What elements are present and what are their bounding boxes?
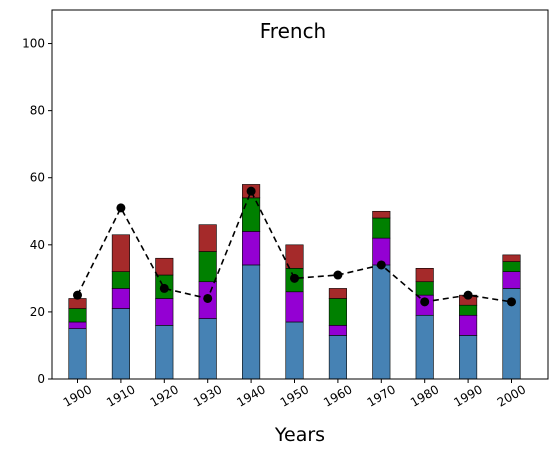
bar-segment [155,298,174,326]
y-axis: 0 20 40 60 80 100 [22,37,52,386]
x-tick-label: 2000 [495,382,528,409]
y-tick-label: 40 [30,238,45,252]
x-tick-label: 1930 [191,382,224,409]
bar-segment [372,217,391,239]
x-axis-label: Years [274,424,325,446]
bar-segment [111,308,130,380]
bar-segment [502,261,521,272]
bar-segment [459,314,478,336]
line-point [420,297,430,307]
bar-segment [372,210,391,219]
bar-segment [502,254,521,262]
bar-segment [415,314,434,380]
bar-segment [285,244,304,269]
plot-frame [51,9,549,380]
bar-segment [328,335,347,380]
chart-title: French [260,19,326,43]
bar-segment [372,264,391,380]
y-tick-label: 100 [22,37,45,51]
x-tick-label: 1910 [104,382,137,409]
bar-segment [111,271,130,289]
line-point [507,297,516,307]
bar-segment [198,318,217,380]
bar-segment [68,328,87,380]
bar-segment [198,224,217,252]
y-tick-label: 60 [30,171,45,185]
bar-segment [459,304,478,316]
line-point [159,283,169,293]
x-tick-label: 1940 [234,382,267,409]
bar-segment [242,231,261,266]
bar-segment [155,257,174,276]
x-axis: 1900 1910 1920 1930 1940 1950 1960 1970 1980 1990… [61,379,528,410]
bar-segment [415,267,434,283]
bar-segment [502,271,521,289]
line-point [463,290,473,300]
bar-segment [285,321,304,380]
bar-segment [285,291,304,323]
bar-segment [155,325,174,380]
line-point [73,290,82,300]
line-series-layer [73,186,516,307]
bar-segment [68,298,87,309]
x-tick-label: 1920 [148,382,181,409]
bar-segment [68,308,87,323]
bar-segment [459,335,478,380]
x-tick-label: 1950 [278,382,311,409]
x-tick-label: 1980 [408,382,441,409]
bar-segment [242,264,261,380]
bar-segment [111,288,130,309]
line-point [333,270,343,280]
x-tick-label: 1900 [61,382,94,409]
x-tick-label: 1990 [451,382,484,409]
bar-segment [328,298,347,326]
line-point [116,203,126,213]
bar-segment [111,234,130,272]
y-tick-label: 20 [30,305,45,319]
y-tick-label: 80 [30,104,45,118]
x-tick-label: 1970 [365,382,398,409]
bar-segment [328,288,347,299]
y-tick-label: 0 [37,372,45,386]
line-point [376,260,386,270]
line-point [290,273,299,283]
bar-segment [328,325,347,336]
bar-segment [415,281,434,296]
line-point [203,293,213,303]
bar-segment [198,251,217,283]
bar-segment [68,321,87,329]
x-tick-label: 1960 [321,382,354,409]
bar-layer [68,184,521,380]
line-point [246,186,256,196]
